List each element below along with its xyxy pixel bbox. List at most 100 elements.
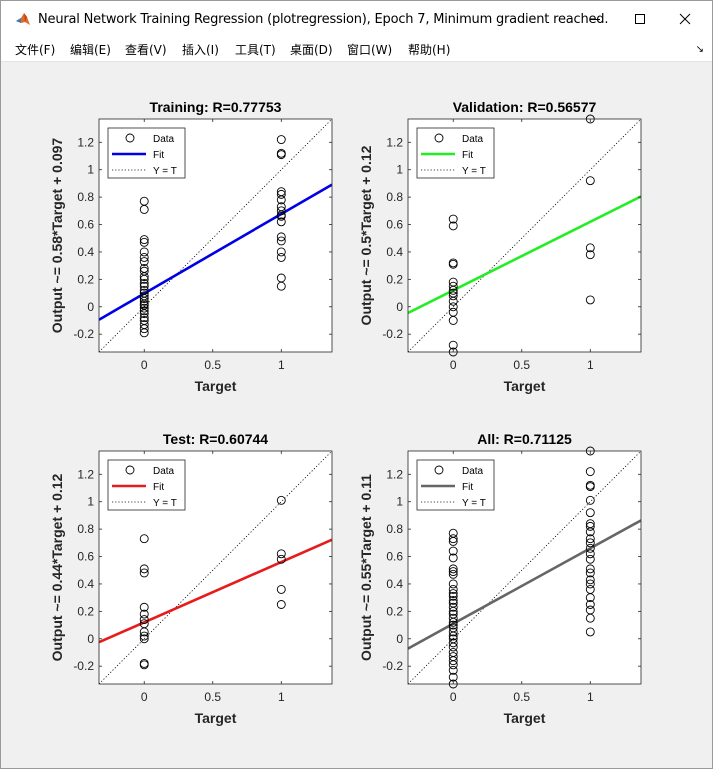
y-tick-label: -0.2: [73, 327, 94, 341]
axes-box: [98, 450, 333, 685]
y-tick-label: -0.2: [382, 659, 403, 673]
data-point: [585, 534, 595, 544]
legend-data-marker: [434, 465, 444, 475]
y-tick-label: -0.2: [73, 659, 94, 673]
maximize-button[interactable]: [617, 1, 663, 37]
data-point: [448, 296, 458, 306]
title-bar[interactable]: Neural Network Training Regression (plot…: [1, 1, 712, 37]
x-tick-label: 1: [587, 358, 594, 372]
data-point: [139, 627, 149, 637]
data-point: [448, 259, 458, 269]
menu-window[interactable]: 窗口(W): [347, 43, 393, 57]
close-icon: [679, 13, 691, 25]
minimize-button[interactable]: [572, 1, 618, 37]
regression-subplot-1: -0.2 0 0.2 0.4 0.6 0.8 1 1.2 0 0.5 1 Training: R=0.…: [49, 99, 333, 394]
data-point: [448, 631, 458, 641]
legend-data-marker: [434, 133, 444, 143]
menu-insert[interactable]: 插入(I): [182, 43, 219, 57]
data-point: [448, 302, 458, 312]
data-point: [139, 205, 149, 214]
data-point: [585, 482, 595, 492]
data-point: [276, 232, 286, 242]
data-point: [585, 554, 595, 564]
legend-label: Data: [153, 466, 175, 477]
subplot-title: Training: R=0.77753: [150, 99, 282, 115]
data-point: [139, 272, 149, 282]
x-tick-label: 0.5: [513, 358, 530, 372]
data-point: [276, 211, 286, 221]
menu-file[interactable]: 文件(F): [15, 43, 56, 57]
y-tick-label: 0.2: [386, 604, 403, 618]
data-point: [448, 579, 458, 589]
data-point: [139, 328, 149, 338]
legend-label: Data: [462, 466, 484, 477]
data-point: [448, 534, 458, 544]
legend-label: Fit: [462, 482, 473, 493]
fit-line: [99, 183, 332, 321]
y-tick-label: 0.4: [386, 577, 403, 591]
data-point: [448, 627, 458, 637]
legend-data-marker: [125, 465, 135, 475]
y-axis-label: Output ~= 0.55*Target + 0.11: [358, 474, 374, 661]
data-point: [139, 634, 149, 644]
legend-label: Y = T: [153, 498, 177, 509]
data-point: [139, 306, 149, 316]
data-point: [139, 631, 149, 641]
data-point: [276, 150, 286, 160]
menu-edit[interactable]: 编辑(E): [70, 43, 111, 57]
y-tick-label: 1.2: [77, 135, 94, 149]
data-point: [276, 206, 286, 216]
legend-label: Fit: [153, 482, 164, 493]
menu-view[interactable]: 查看(V): [125, 43, 167, 57]
y-tick-label: 0.6: [77, 550, 94, 564]
data-point: [139, 237, 149, 247]
y-tick-label: 0.4: [77, 577, 94, 591]
y-tick-label: 1.2: [77, 467, 94, 481]
subplot-title: All: R=0.71125: [477, 431, 572, 447]
data-point: [139, 660, 149, 670]
y-axis-label: Output ~= 0.44*Target + 0.12: [49, 473, 65, 661]
data-point: [276, 236, 286, 246]
data-point: [448, 537, 458, 546]
legend: Data Fit Y = T: [107, 459, 186, 511]
data-point: [448, 569, 458, 579]
menu-help[interactable]: 帮助(H): [408, 43, 451, 57]
close-button[interactable]: [662, 1, 708, 37]
data-point: [585, 600, 595, 609]
identity-line: [408, 451, 641, 684]
data-point: [276, 217, 286, 227]
data-point: [139, 609, 149, 619]
data-point: [585, 521, 595, 531]
menu-desktop[interactable]: 桌面(D): [290, 43, 333, 57]
data-point: [276, 600, 286, 609]
data-point: [276, 252, 286, 262]
x-tick-label: 1: [278, 358, 285, 372]
y-tick-label: 1: [396, 495, 403, 509]
y-tick-label: 1: [87, 495, 94, 509]
y-tick-label: 0: [87, 300, 94, 314]
x-tick-label: 0.5: [513, 690, 530, 704]
dock-figure-icon[interactable]: ↘: [695, 44, 704, 55]
legend-data-marker: [125, 133, 135, 143]
identity-line: [408, 119, 641, 352]
x-tick-label: 0: [141, 358, 148, 372]
regression-plots: -0.2 0 0.2 0.4 0.6 0.8 1 1.2 0 0.5 1 Training: R=0.…: [49, 99, 642, 726]
data-point: [139, 281, 149, 291]
data-point: [585, 549, 595, 559]
legend-label: Data: [462, 134, 484, 145]
data-point: [448, 606, 458, 616]
y-tick-label: 0.2: [386, 272, 403, 286]
data-point: [276, 247, 286, 257]
data-point: [139, 303, 149, 313]
x-tick-label: 1: [278, 690, 285, 704]
data-point: [448, 642, 458, 652]
data-point: [585, 627, 595, 637]
data-point: [448, 546, 458, 556]
y-tick-label: 0: [87, 632, 94, 646]
data-point: [276, 584, 286, 594]
data-point: [139, 324, 149, 334]
menu-tools[interactable]: 工具(T): [235, 43, 276, 57]
y-tick-label: 0.8: [386, 522, 403, 536]
x-tick-label: 0: [141, 690, 148, 704]
identity-line: [99, 119, 332, 352]
